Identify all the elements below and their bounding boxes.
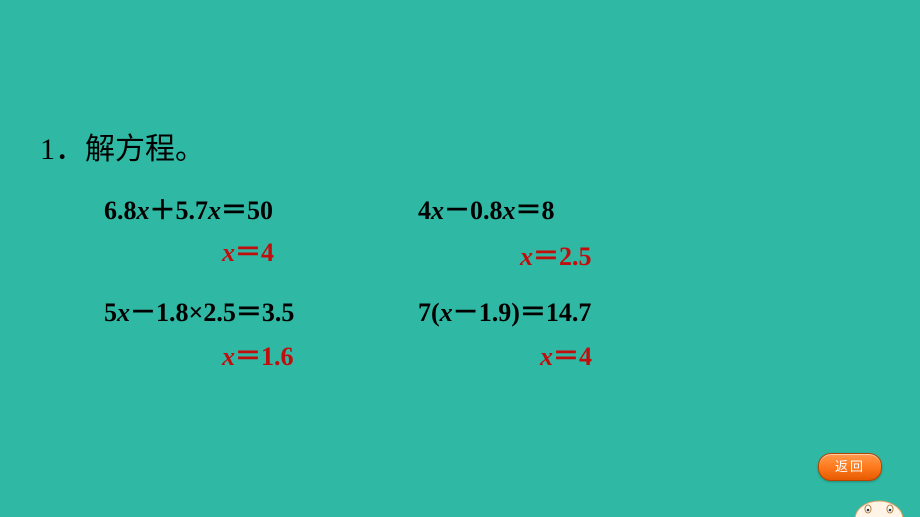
eq1-var2: x xyxy=(208,196,221,225)
eq3-op: － xyxy=(130,298,156,327)
answer-3: x＝1.6 xyxy=(222,336,294,373)
answer-1: x＝4 xyxy=(222,232,274,269)
ans2-var: x xyxy=(520,242,533,271)
ans1-equals: ＝ xyxy=(235,238,261,267)
eq4-prefix: 7( xyxy=(418,298,440,327)
eq1-rhs: 50 xyxy=(247,196,273,225)
answer-2: x＝2.5 xyxy=(520,236,592,273)
eq4-var1: x xyxy=(440,298,453,327)
ans4-var: x xyxy=(540,342,553,371)
eq2-var2: x xyxy=(503,196,516,225)
eq2-rhs: 8 xyxy=(542,196,555,225)
ans2-equals: ＝ xyxy=(533,242,559,271)
eq1-coef1: 6.8 xyxy=(104,196,137,225)
eq3-equals: ＝ xyxy=(236,298,262,327)
problem-heading: 1．解方程。 xyxy=(40,124,205,168)
eq1-op: ＋ xyxy=(150,196,176,225)
equation-3: 5x－1.8×2.5＝3.5 xyxy=(104,292,294,329)
eq4-rhs: 14.7 xyxy=(546,298,592,327)
problem-title: 解方程。 xyxy=(85,133,205,166)
eq3-rhs: 3.5 xyxy=(262,298,295,327)
eq4-mid: 1.9) xyxy=(479,298,520,327)
equation-4: 7(x－1.9)＝14.7 xyxy=(418,292,591,329)
eq3-mid: 1.8×2.5 xyxy=(156,298,236,327)
eq1-var1: x xyxy=(137,196,150,225)
eq4-op: － xyxy=(453,298,479,327)
eq3-coef1: 5 xyxy=(104,298,117,327)
eq2-coef1: 4 xyxy=(418,196,431,225)
eq3-var1: x xyxy=(117,298,130,327)
ans4-val: 4 xyxy=(579,342,592,371)
back-button[interactable]: 返回 xyxy=(818,453,882,481)
ans3-equals: ＝ xyxy=(235,342,261,371)
eq2-equals: ＝ xyxy=(516,196,542,225)
answer-4: x＝4 xyxy=(540,336,592,373)
ans4-equals: ＝ xyxy=(553,342,579,371)
ans3-val: 1.6 xyxy=(261,342,294,371)
eq4-equals: ＝ xyxy=(520,298,546,327)
eq2-coef2: 0.8 xyxy=(470,196,503,225)
ans2-val: 2.5 xyxy=(559,242,592,271)
mascot-icon xyxy=(844,489,914,517)
eq1-coef2: 5.7 xyxy=(176,196,209,225)
eq1-equals: ＝ xyxy=(221,196,247,225)
problem-number: 1． xyxy=(40,133,85,166)
ans1-var: x xyxy=(222,238,235,267)
equation-1: 6.8x＋5.7x＝50 xyxy=(104,190,273,227)
slide: 1．解方程。 6.8x＋5.7x＝50 x＝4 4x－0.8x＝8 x＝2.5 … xyxy=(0,0,920,517)
ans1-val: 4 xyxy=(261,238,274,267)
eq2-op: － xyxy=(444,196,470,225)
equation-2: 4x－0.8x＝8 xyxy=(418,190,555,227)
slide-inner xyxy=(16,16,904,501)
eq2-var1: x xyxy=(431,196,444,225)
ans3-var: x xyxy=(222,342,235,371)
